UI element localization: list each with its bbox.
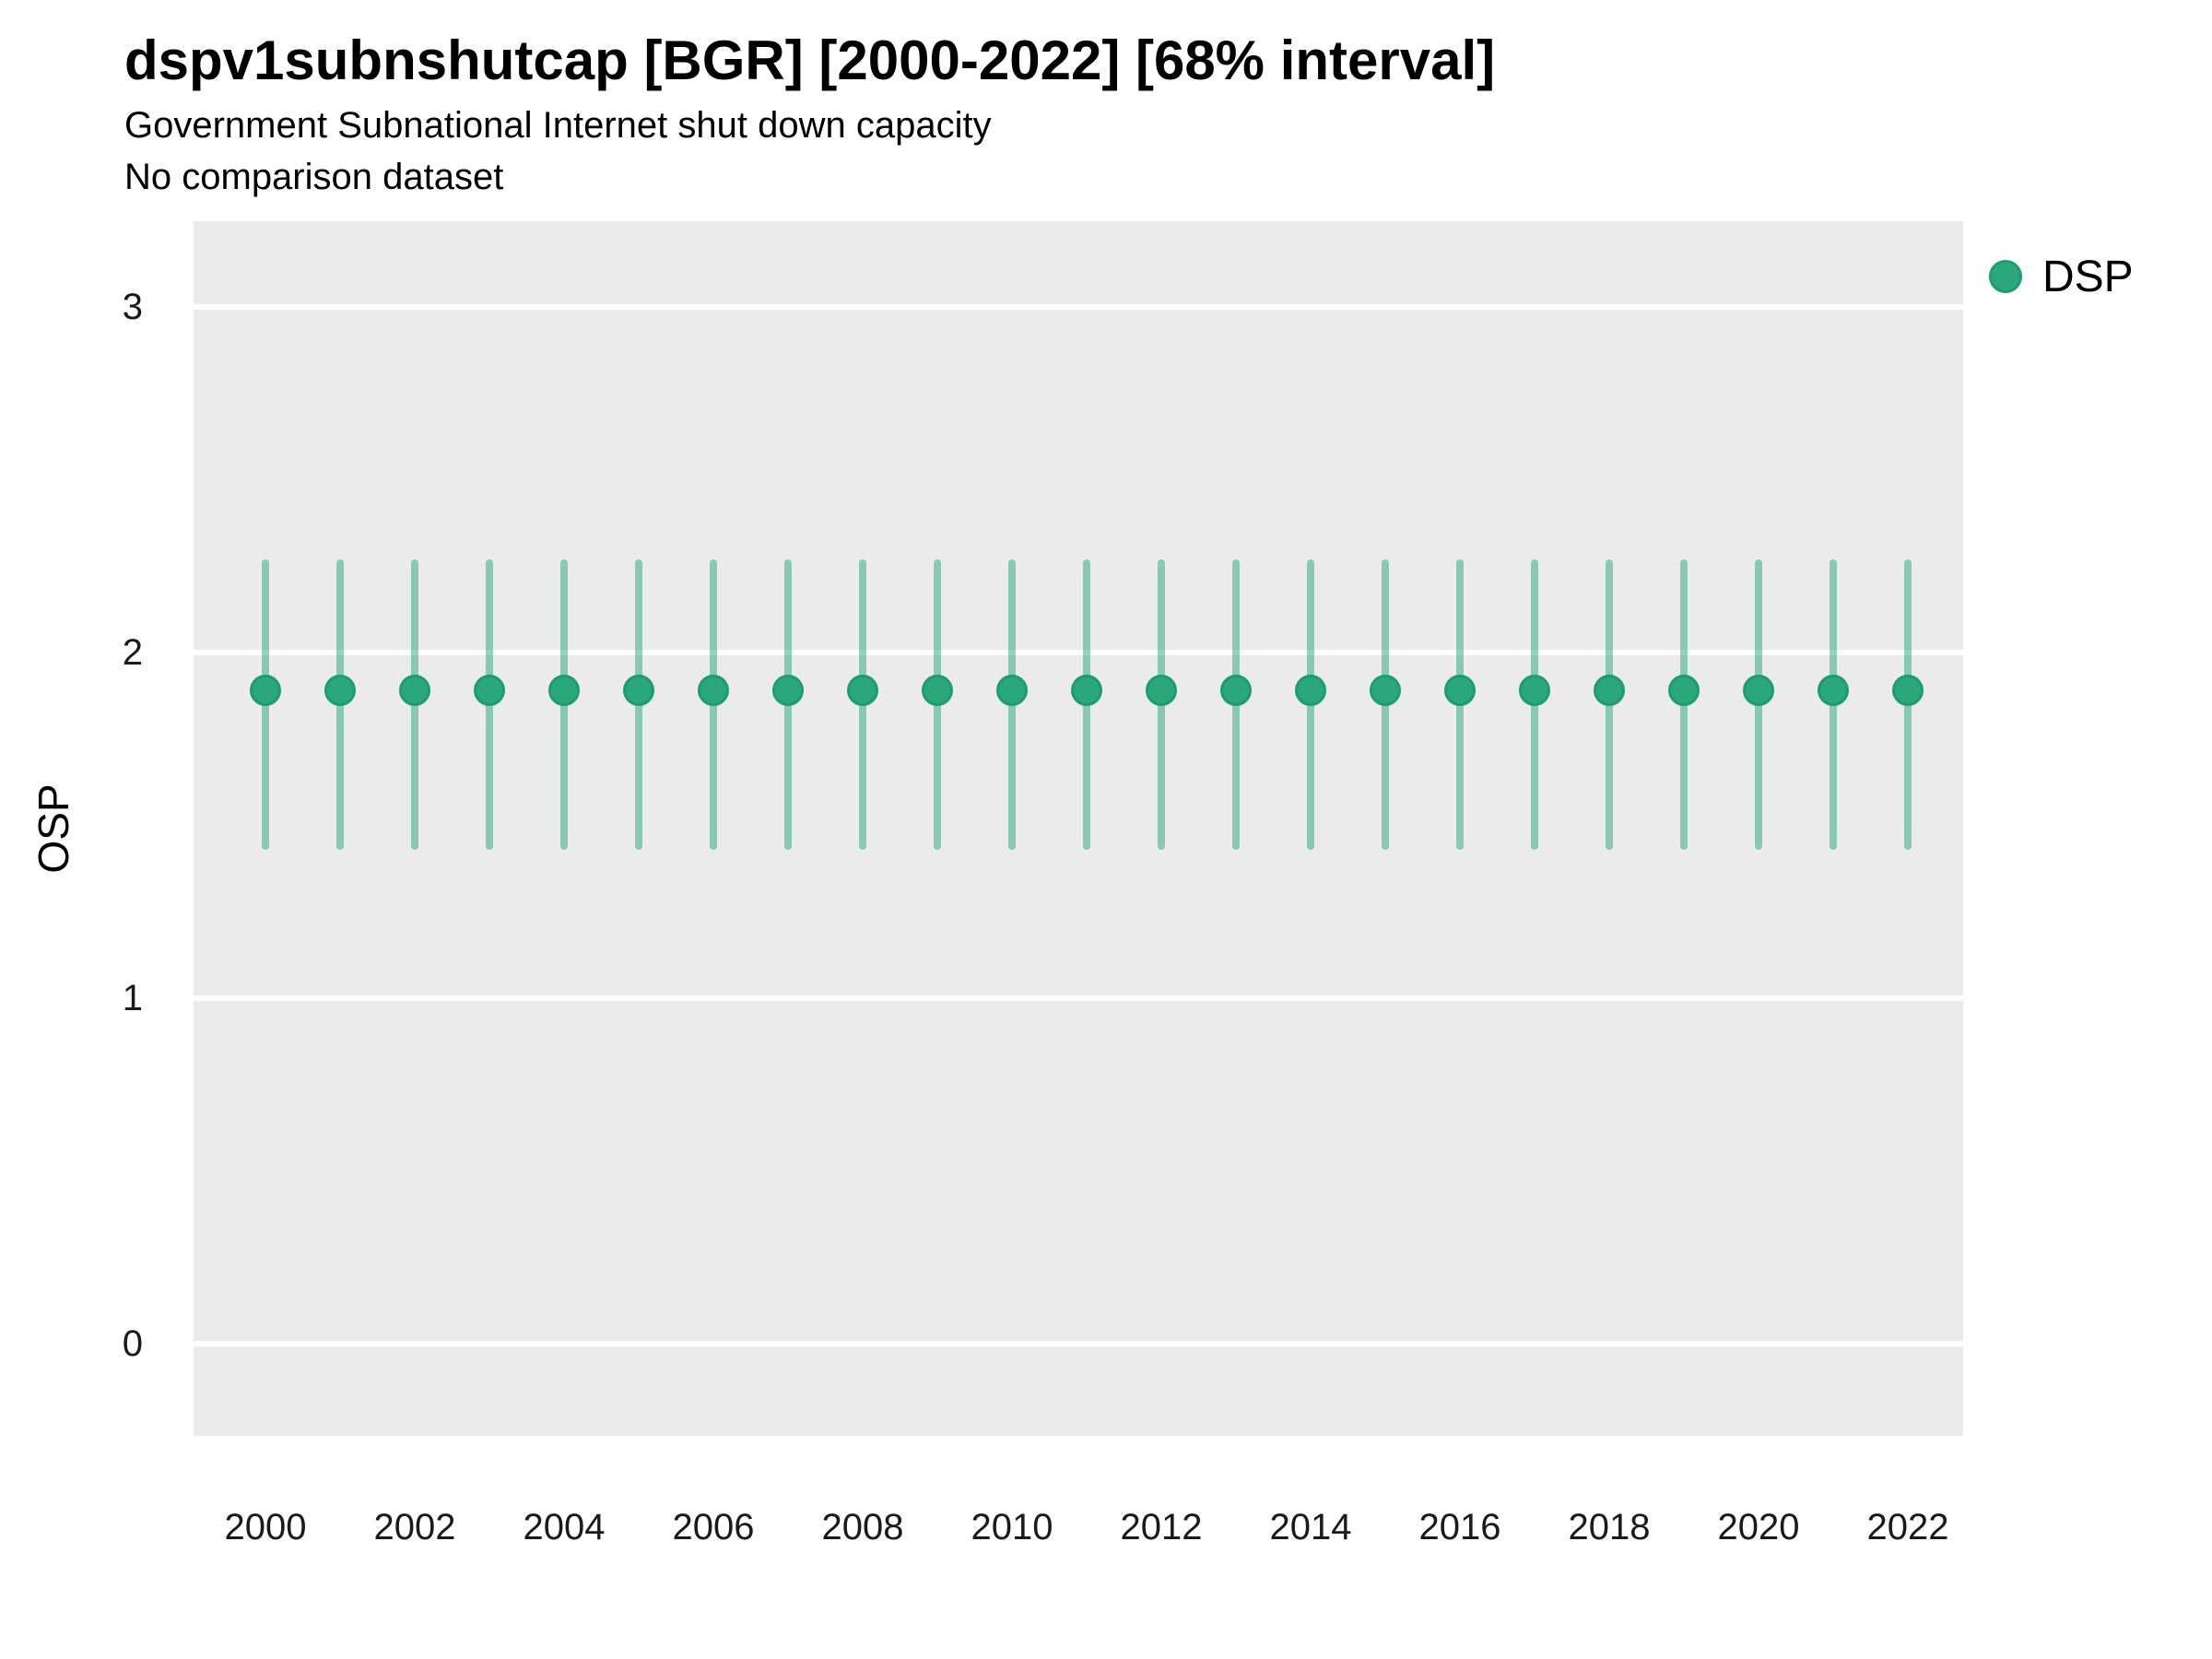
data-point-2011 <box>1071 675 1102 707</box>
x-tick-label-2006: 2006 <box>672 1507 755 1547</box>
x-tick-label-2014: 2014 <box>1269 1507 1352 1547</box>
x-tick-label-2018: 2018 <box>1568 1507 1651 1547</box>
title-block: dspv1subnshutcap [BGR] [2000-2022] [68% … <box>124 31 1495 203</box>
data-point-2001 <box>324 675 356 707</box>
gridline-y-3 <box>194 304 1963 310</box>
x-tick-label-2000: 2000 <box>224 1507 307 1547</box>
x-tick-label-2010: 2010 <box>971 1507 1053 1547</box>
data-point-2003 <box>474 675 505 707</box>
data-point-2012 <box>1146 675 1177 707</box>
data-point-2004 <box>548 675 580 707</box>
data-point-2015 <box>1370 675 1401 707</box>
data-point-2010 <box>996 675 1028 707</box>
legend: DSP <box>1989 249 2134 304</box>
data-point-2005 <box>623 675 654 707</box>
data-point-2022 <box>1892 675 1924 707</box>
gridline-y-1 <box>194 995 1963 1001</box>
y-axis-title: OSP <box>29 783 77 874</box>
data-point-2018 <box>1594 675 1625 707</box>
data-point-2020 <box>1743 675 1774 707</box>
x-tick-label-2012: 2012 <box>1120 1507 1203 1547</box>
x-tick-label-2020: 2020 <box>1717 1507 1800 1547</box>
data-point-2016 <box>1444 675 1476 707</box>
gridline-y-2 <box>194 650 1963 655</box>
legend-point-icon <box>1989 260 2022 293</box>
data-point-2008 <box>847 675 878 707</box>
x-tick-label-2002: 2002 <box>373 1507 456 1547</box>
y-tick-label-0: 0 <box>122 1324 143 1364</box>
data-point-2013 <box>1220 675 1252 707</box>
legend-label: DSP <box>2042 252 2134 301</box>
data-point-2006 <box>698 675 729 707</box>
data-point-2000 <box>250 675 281 707</box>
plot-panel <box>194 221 1963 1436</box>
data-point-2002 <box>399 675 430 707</box>
y-tick-label-3: 3 <box>122 287 143 327</box>
x-tick-label-2008: 2008 <box>821 1507 904 1547</box>
y-tick-label-2: 2 <box>122 632 143 673</box>
x-tick-label-2004: 2004 <box>523 1507 606 1547</box>
data-point-2017 <box>1519 675 1550 707</box>
y-tick-label-1: 1 <box>122 978 143 1018</box>
x-tick-label-2022: 2022 <box>1866 1507 1949 1547</box>
chart-note: No comparison dataset <box>124 157 504 197</box>
chart-subtitle: Government Subnational Internet shut dow… <box>124 105 992 146</box>
data-point-2019 <box>1668 675 1700 707</box>
data-point-2014 <box>1295 675 1326 707</box>
data-point-2021 <box>1818 675 1849 707</box>
x-tick-label-2016: 2016 <box>1418 1507 1501 1547</box>
chart-title: dspv1subnshutcap [BGR] [2000-2022] [68% … <box>124 29 1496 91</box>
data-point-2009 <box>922 675 953 707</box>
gridline-y-0 <box>194 1341 1963 1347</box>
data-point-2007 <box>772 675 804 707</box>
